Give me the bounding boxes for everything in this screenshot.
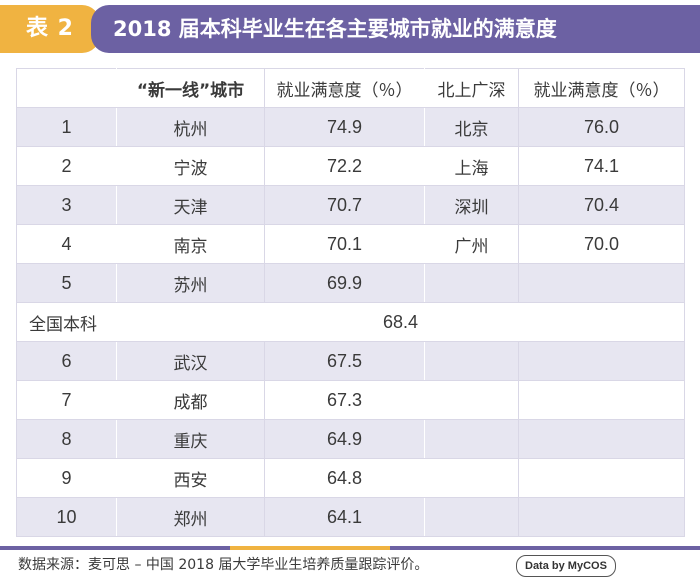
- city-cell: 广州: [424, 224, 519, 264]
- empty-cell: [518, 497, 685, 537]
- rank-cell: 4: [16, 224, 117, 264]
- footer-divider: [0, 546, 700, 550]
- satisfaction-cell: 67.3: [264, 380, 425, 420]
- city-cell: 苏州: [116, 263, 265, 303]
- header-cell-bsgs: 北上广深: [424, 68, 519, 108]
- empty-cell: [518, 380, 685, 420]
- empty-cell: [424, 458, 519, 498]
- empty-cell: [518, 419, 685, 459]
- table-row: 7 成都 67.3: [16, 380, 685, 420]
- table-row: 1 杭州 74.9 北京 76.0: [16, 107, 685, 147]
- city-cell: 重庆: [116, 419, 265, 459]
- header-cell-rank: [16, 68, 117, 108]
- city-cell: [424, 263, 519, 303]
- city-cell: 宁波: [116, 146, 265, 186]
- header-cell-satisfaction-1: 就业满意度（％）: [264, 68, 425, 108]
- table-row: 4 南京 70.1 广州 70.0: [16, 224, 685, 264]
- table-header-row: “新一线”城市 就业满意度（％） 北上广深 就业满意度（％）: [16, 68, 685, 108]
- satisfaction-cell: 64.9: [264, 419, 425, 459]
- rank-cell: 7: [16, 380, 117, 420]
- satisfaction-cell: 70.0: [518, 224, 685, 264]
- satisfaction-table: “新一线”城市 就业满意度（％） 北上广深 就业满意度（％） 1 杭州 74.9…: [16, 68, 685, 537]
- empty-cell: [424, 497, 519, 537]
- divider-segment-purple: [390, 546, 700, 550]
- table-row: 6 武汉 67.5: [16, 341, 685, 381]
- header-cell-satisfaction-2: 就业满意度（％）: [518, 68, 685, 108]
- table-title: 2018 届本科毕业生在各主要城市就业的满意度: [91, 5, 700, 53]
- empty-cell: [518, 458, 685, 498]
- table-row: 10 郑州 64.1: [16, 497, 685, 537]
- satisfaction-cell: 76.0: [518, 107, 685, 147]
- table-number-tag: 表 2: [0, 5, 100, 53]
- city-cell: 武汉: [116, 341, 265, 381]
- city-cell: 深圳: [424, 185, 519, 225]
- city-cell: 成都: [116, 380, 265, 420]
- rank-cell: 6: [16, 341, 117, 381]
- table-row: 9 西安 64.8: [16, 458, 685, 498]
- city-cell: 南京: [116, 224, 265, 264]
- national-average-row: 全国本科 68.4: [16, 302, 685, 342]
- empty-cell: [518, 341, 685, 381]
- national-value: 68.4: [116, 302, 685, 342]
- rank-cell: 9: [16, 458, 117, 498]
- satisfaction-cell: 64.8: [264, 458, 425, 498]
- header-cell-new-tier1: “新一线”城市: [116, 68, 265, 108]
- satisfaction-cell: 74.9: [264, 107, 425, 147]
- divider-segment-purple: [0, 546, 230, 550]
- rank-cell: 10: [16, 497, 117, 537]
- city-cell: 天津: [116, 185, 265, 225]
- satisfaction-cell: 70.4: [518, 185, 685, 225]
- mycos-logo: Data by MyCOS: [516, 555, 616, 577]
- city-cell: 郑州: [116, 497, 265, 537]
- city-cell: 西安: [116, 458, 265, 498]
- rank-cell: 5: [16, 263, 117, 303]
- table-row: 2 宁波 72.2 上海 74.1: [16, 146, 685, 186]
- table-row: 3 天津 70.7 深圳 70.4: [16, 185, 685, 225]
- header: 表 2 2018 届本科毕业生在各主要城市就业的满意度: [0, 0, 700, 62]
- satisfaction-cell: 70.7: [264, 185, 425, 225]
- table-row: 8 重庆 64.9: [16, 419, 685, 459]
- city-cell: 上海: [424, 146, 519, 186]
- satisfaction-cell: 69.9: [264, 263, 425, 303]
- table-row: 5 苏州 69.9: [16, 263, 685, 303]
- satisfaction-cell: 74.1: [518, 146, 685, 186]
- satisfaction-cell: 70.1: [264, 224, 425, 264]
- divider-segment-orange: [230, 546, 390, 550]
- city-cell: 北京: [424, 107, 519, 147]
- satisfaction-cell: [518, 263, 685, 303]
- rank-cell: 1: [16, 107, 117, 147]
- city-cell: 杭州: [116, 107, 265, 147]
- empty-cell: [424, 419, 519, 459]
- empty-cell: [424, 341, 519, 381]
- rank-cell: 2: [16, 146, 117, 186]
- data-source-note: 数据来源：麦可思 – 中国 2018 届大学毕业生培养质量跟踪评价。: [18, 557, 429, 573]
- satisfaction-cell: 67.5: [264, 341, 425, 381]
- satisfaction-cell: 72.2: [264, 146, 425, 186]
- rank-cell: 3: [16, 185, 117, 225]
- empty-cell: [424, 380, 519, 420]
- national-label: 全国本科: [16, 302, 117, 342]
- satisfaction-cell: 64.1: [264, 497, 425, 537]
- rank-cell: 8: [16, 419, 117, 459]
